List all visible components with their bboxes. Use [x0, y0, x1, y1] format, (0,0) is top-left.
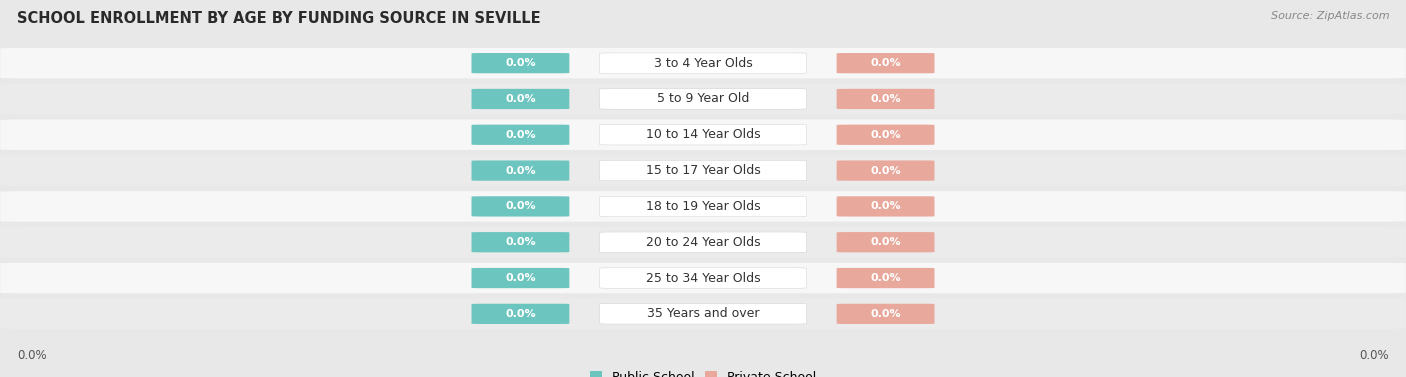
- FancyBboxPatch shape: [471, 304, 569, 324]
- Text: 15 to 17 Year Olds: 15 to 17 Year Olds: [645, 164, 761, 177]
- FancyBboxPatch shape: [0, 84, 1406, 114]
- FancyBboxPatch shape: [471, 232, 569, 252]
- FancyBboxPatch shape: [837, 125, 935, 145]
- Text: 0.0%: 0.0%: [870, 58, 901, 68]
- FancyBboxPatch shape: [471, 161, 569, 181]
- Text: 3 to 4 Year Olds: 3 to 4 Year Olds: [654, 57, 752, 70]
- FancyBboxPatch shape: [599, 232, 806, 253]
- FancyBboxPatch shape: [599, 160, 806, 181]
- Text: 0.0%: 0.0%: [505, 273, 536, 283]
- Text: 0.0%: 0.0%: [870, 201, 901, 211]
- FancyBboxPatch shape: [599, 268, 806, 288]
- FancyBboxPatch shape: [0, 227, 1406, 257]
- Text: 10 to 14 Year Olds: 10 to 14 Year Olds: [645, 128, 761, 141]
- FancyBboxPatch shape: [837, 304, 935, 324]
- FancyBboxPatch shape: [471, 53, 569, 73]
- Text: 0.0%: 0.0%: [17, 349, 46, 362]
- FancyBboxPatch shape: [837, 232, 935, 252]
- Text: 20 to 24 Year Olds: 20 to 24 Year Olds: [645, 236, 761, 249]
- FancyBboxPatch shape: [471, 89, 569, 109]
- Legend: Public School, Private School: Public School, Private School: [585, 366, 821, 377]
- Text: 0.0%: 0.0%: [870, 130, 901, 140]
- FancyBboxPatch shape: [0, 120, 1406, 150]
- Text: 0.0%: 0.0%: [870, 166, 901, 176]
- Text: 5 to 9 Year Old: 5 to 9 Year Old: [657, 92, 749, 106]
- FancyBboxPatch shape: [0, 48, 1406, 78]
- Text: 0.0%: 0.0%: [505, 166, 536, 176]
- Text: 0.0%: 0.0%: [870, 94, 901, 104]
- Text: Source: ZipAtlas.com: Source: ZipAtlas.com: [1271, 11, 1389, 21]
- Text: 0.0%: 0.0%: [505, 237, 536, 247]
- FancyBboxPatch shape: [837, 161, 935, 181]
- Text: 0.0%: 0.0%: [1360, 349, 1389, 362]
- FancyBboxPatch shape: [837, 89, 935, 109]
- Text: 0.0%: 0.0%: [505, 58, 536, 68]
- Text: 0.0%: 0.0%: [505, 309, 536, 319]
- Text: 18 to 19 Year Olds: 18 to 19 Year Olds: [645, 200, 761, 213]
- FancyBboxPatch shape: [599, 124, 806, 145]
- FancyBboxPatch shape: [471, 125, 569, 145]
- FancyBboxPatch shape: [471, 268, 569, 288]
- Text: 0.0%: 0.0%: [870, 273, 901, 283]
- FancyBboxPatch shape: [599, 89, 806, 109]
- Text: 0.0%: 0.0%: [505, 201, 536, 211]
- FancyBboxPatch shape: [837, 268, 935, 288]
- Text: 0.0%: 0.0%: [870, 237, 901, 247]
- FancyBboxPatch shape: [837, 53, 935, 73]
- FancyBboxPatch shape: [599, 303, 806, 324]
- Text: 35 Years and over: 35 Years and over: [647, 307, 759, 320]
- FancyBboxPatch shape: [837, 196, 935, 216]
- Text: 0.0%: 0.0%: [505, 130, 536, 140]
- FancyBboxPatch shape: [471, 196, 569, 216]
- FancyBboxPatch shape: [0, 191, 1406, 222]
- FancyBboxPatch shape: [599, 53, 806, 74]
- Text: SCHOOL ENROLLMENT BY AGE BY FUNDING SOURCE IN SEVILLE: SCHOOL ENROLLMENT BY AGE BY FUNDING SOUR…: [17, 11, 540, 26]
- Text: 25 to 34 Year Olds: 25 to 34 Year Olds: [645, 271, 761, 285]
- FancyBboxPatch shape: [599, 196, 806, 217]
- FancyBboxPatch shape: [0, 263, 1406, 293]
- FancyBboxPatch shape: [0, 155, 1406, 186]
- FancyBboxPatch shape: [0, 299, 1406, 329]
- Text: 0.0%: 0.0%: [505, 94, 536, 104]
- Text: 0.0%: 0.0%: [870, 309, 901, 319]
